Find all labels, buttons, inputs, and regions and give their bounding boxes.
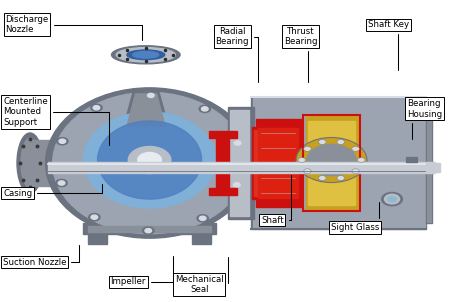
FancyBboxPatch shape (48, 162, 436, 173)
FancyBboxPatch shape (256, 119, 301, 207)
FancyBboxPatch shape (209, 188, 237, 195)
FancyBboxPatch shape (88, 232, 107, 244)
Circle shape (147, 93, 154, 98)
Text: Mechanical
Seal: Mechanical Seal (175, 258, 228, 294)
FancyBboxPatch shape (308, 121, 355, 205)
Text: Shaft Key: Shaft Key (368, 20, 409, 70)
Circle shape (91, 104, 102, 111)
Text: Centerline
Mounted
Support: Centerline Mounted Support (3, 97, 109, 145)
Ellipse shape (111, 46, 180, 64)
FancyBboxPatch shape (228, 108, 254, 219)
Circle shape (57, 138, 68, 145)
Circle shape (352, 169, 359, 174)
Circle shape (384, 194, 400, 204)
Ellipse shape (53, 92, 246, 234)
Circle shape (352, 146, 359, 151)
Ellipse shape (98, 121, 201, 199)
Circle shape (388, 196, 396, 202)
Text: Sight Glass: Sight Glass (331, 202, 379, 232)
Text: Shaft: Shaft (261, 175, 292, 225)
Circle shape (197, 215, 209, 222)
Circle shape (232, 140, 243, 147)
Text: Suction Nozzle: Suction Nozzle (3, 246, 79, 267)
Circle shape (93, 106, 100, 110)
FancyBboxPatch shape (252, 127, 278, 199)
FancyBboxPatch shape (306, 117, 357, 210)
FancyBboxPatch shape (406, 157, 417, 162)
Text: Casing: Casing (3, 184, 102, 198)
FancyBboxPatch shape (216, 154, 229, 172)
Ellipse shape (133, 52, 159, 58)
Circle shape (319, 176, 326, 180)
Ellipse shape (21, 138, 39, 188)
Circle shape (304, 146, 311, 151)
FancyBboxPatch shape (255, 130, 276, 196)
Circle shape (145, 92, 156, 99)
Text: Thrust
Bearing: Thrust Bearing (284, 27, 318, 82)
Ellipse shape (83, 112, 216, 208)
FancyBboxPatch shape (230, 111, 249, 216)
FancyBboxPatch shape (216, 172, 229, 190)
Circle shape (199, 105, 210, 112)
Circle shape (307, 144, 356, 176)
Circle shape (304, 169, 311, 174)
Circle shape (234, 141, 241, 145)
FancyBboxPatch shape (83, 223, 216, 234)
Circle shape (298, 158, 306, 162)
Polygon shape (124, 92, 168, 127)
Circle shape (91, 215, 98, 219)
FancyBboxPatch shape (30, 140, 70, 185)
FancyBboxPatch shape (192, 232, 211, 244)
Circle shape (337, 176, 345, 180)
FancyBboxPatch shape (251, 97, 426, 229)
Circle shape (319, 140, 326, 144)
Ellipse shape (46, 88, 254, 238)
Ellipse shape (127, 50, 164, 59)
Text: Bearing
Housing: Bearing Housing (407, 99, 442, 139)
Circle shape (89, 214, 100, 221)
Circle shape (145, 229, 152, 233)
FancyBboxPatch shape (253, 98, 425, 228)
Polygon shape (127, 94, 165, 126)
FancyBboxPatch shape (426, 163, 440, 172)
FancyBboxPatch shape (258, 128, 299, 198)
FancyBboxPatch shape (427, 104, 431, 222)
FancyBboxPatch shape (426, 103, 432, 223)
Circle shape (337, 140, 345, 144)
Circle shape (59, 139, 65, 143)
Circle shape (200, 216, 206, 220)
Text: Radial
Bearing: Radial Bearing (216, 27, 258, 82)
Text: Discharge
Nozzle: Discharge Nozzle (5, 15, 143, 40)
Circle shape (201, 107, 208, 111)
FancyBboxPatch shape (88, 226, 211, 232)
FancyBboxPatch shape (216, 136, 229, 154)
Circle shape (56, 179, 67, 187)
FancyBboxPatch shape (209, 130, 237, 138)
Ellipse shape (116, 48, 175, 62)
Circle shape (138, 153, 161, 168)
Circle shape (58, 181, 65, 185)
Text: Impeller: Impeller (110, 256, 173, 286)
Circle shape (128, 146, 171, 174)
Circle shape (143, 227, 154, 234)
Circle shape (382, 192, 402, 206)
Circle shape (234, 183, 240, 187)
Ellipse shape (17, 133, 43, 193)
Circle shape (357, 158, 365, 162)
Circle shape (231, 181, 243, 188)
Circle shape (296, 137, 367, 183)
